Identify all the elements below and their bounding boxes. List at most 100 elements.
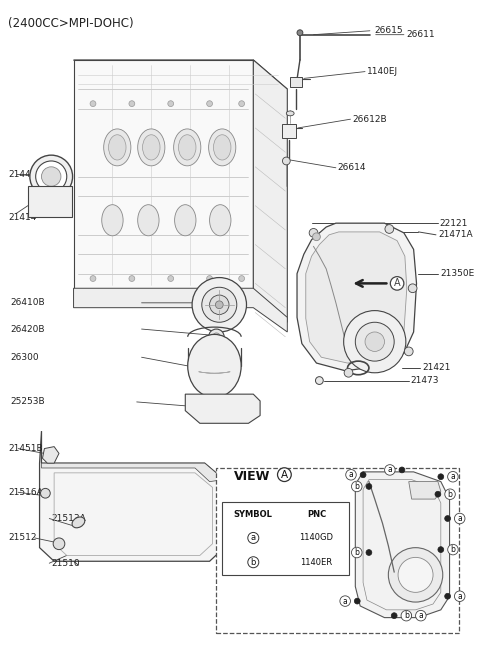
Bar: [222, 502, 348, 575]
Text: SYMBOL: SYMBOL: [234, 510, 273, 519]
Text: PNC: PNC: [307, 510, 326, 519]
Text: 26410B: 26410B: [11, 299, 45, 307]
Circle shape: [404, 347, 413, 355]
Ellipse shape: [287, 111, 294, 116]
Circle shape: [90, 275, 96, 281]
Text: A: A: [394, 279, 400, 289]
Text: b: b: [404, 611, 409, 620]
Circle shape: [309, 228, 318, 237]
Circle shape: [210, 295, 229, 314]
Ellipse shape: [138, 129, 165, 166]
Circle shape: [312, 233, 320, 241]
Text: 21510: 21510: [51, 559, 80, 568]
Circle shape: [129, 275, 135, 281]
Ellipse shape: [138, 205, 159, 236]
Text: b: b: [448, 490, 453, 498]
Text: 1140GD: 1140GD: [300, 534, 334, 542]
Circle shape: [207, 275, 213, 281]
Text: VIEW: VIEW: [234, 469, 270, 483]
Polygon shape: [41, 463, 224, 481]
Circle shape: [438, 474, 444, 480]
Circle shape: [366, 549, 372, 555]
Polygon shape: [73, 60, 253, 293]
Bar: [282, 124, 296, 138]
Circle shape: [168, 275, 174, 281]
Ellipse shape: [179, 135, 196, 160]
Circle shape: [444, 593, 451, 599]
Text: A: A: [281, 469, 288, 480]
Circle shape: [366, 483, 372, 489]
Circle shape: [344, 310, 406, 373]
Text: 26611: 26611: [407, 30, 435, 39]
Text: 1140EJ: 1140EJ: [367, 67, 398, 76]
Circle shape: [365, 332, 384, 352]
Text: 21471A: 21471A: [438, 230, 472, 240]
Circle shape: [438, 547, 444, 553]
Ellipse shape: [175, 205, 196, 236]
Circle shape: [385, 224, 394, 234]
Circle shape: [209, 329, 224, 345]
Circle shape: [213, 333, 220, 341]
Text: a: a: [387, 465, 392, 475]
Text: 21512: 21512: [9, 534, 37, 542]
Polygon shape: [297, 223, 417, 371]
Text: 26300: 26300: [11, 353, 39, 361]
Circle shape: [315, 377, 323, 385]
Text: 21350E: 21350E: [441, 269, 475, 278]
Text: 21443: 21443: [9, 170, 37, 179]
Circle shape: [207, 101, 213, 107]
Text: a: a: [451, 472, 455, 481]
Text: b: b: [354, 482, 359, 491]
Text: b: b: [251, 557, 256, 567]
Text: 21513A: 21513A: [51, 514, 86, 523]
Circle shape: [202, 287, 237, 322]
Circle shape: [399, 467, 405, 473]
Circle shape: [354, 598, 360, 604]
Circle shape: [388, 547, 443, 602]
Circle shape: [216, 301, 223, 308]
Circle shape: [344, 369, 353, 377]
Circle shape: [391, 613, 397, 618]
Text: 1140ER: 1140ER: [300, 557, 333, 567]
Ellipse shape: [174, 129, 201, 166]
Polygon shape: [73, 60, 288, 89]
Ellipse shape: [214, 135, 231, 160]
Circle shape: [406, 613, 412, 618]
Text: 22121: 22121: [440, 218, 468, 228]
Text: a: a: [419, 611, 423, 620]
Circle shape: [360, 472, 366, 478]
Circle shape: [36, 161, 67, 192]
Ellipse shape: [209, 129, 236, 166]
Text: a: a: [251, 534, 256, 542]
Bar: [28, 186, 72, 217]
Polygon shape: [409, 481, 441, 499]
Text: 26615: 26615: [375, 26, 403, 35]
Polygon shape: [42, 447, 59, 463]
Polygon shape: [73, 288, 288, 332]
Polygon shape: [253, 60, 288, 322]
Polygon shape: [185, 394, 260, 423]
Ellipse shape: [102, 205, 123, 236]
Text: 21414: 21414: [9, 213, 37, 222]
Polygon shape: [39, 431, 224, 561]
Text: a: a: [343, 596, 348, 606]
Circle shape: [282, 157, 290, 165]
Bar: [216, 468, 459, 633]
Circle shape: [239, 101, 244, 107]
Circle shape: [408, 284, 417, 293]
Ellipse shape: [104, 129, 131, 166]
Text: 26614: 26614: [338, 164, 366, 172]
Text: a: a: [348, 470, 353, 479]
Circle shape: [192, 277, 247, 332]
Circle shape: [355, 322, 394, 361]
Text: 26612B: 26612B: [352, 115, 387, 124]
Text: 21451B: 21451B: [9, 444, 43, 453]
Polygon shape: [355, 472, 450, 618]
Ellipse shape: [143, 135, 160, 160]
Ellipse shape: [72, 517, 85, 528]
Text: 21473: 21473: [411, 376, 439, 385]
Text: 25253B: 25253B: [11, 397, 45, 406]
Text: a: a: [457, 514, 462, 523]
Circle shape: [444, 516, 451, 522]
Text: 26420B: 26420B: [11, 324, 45, 334]
